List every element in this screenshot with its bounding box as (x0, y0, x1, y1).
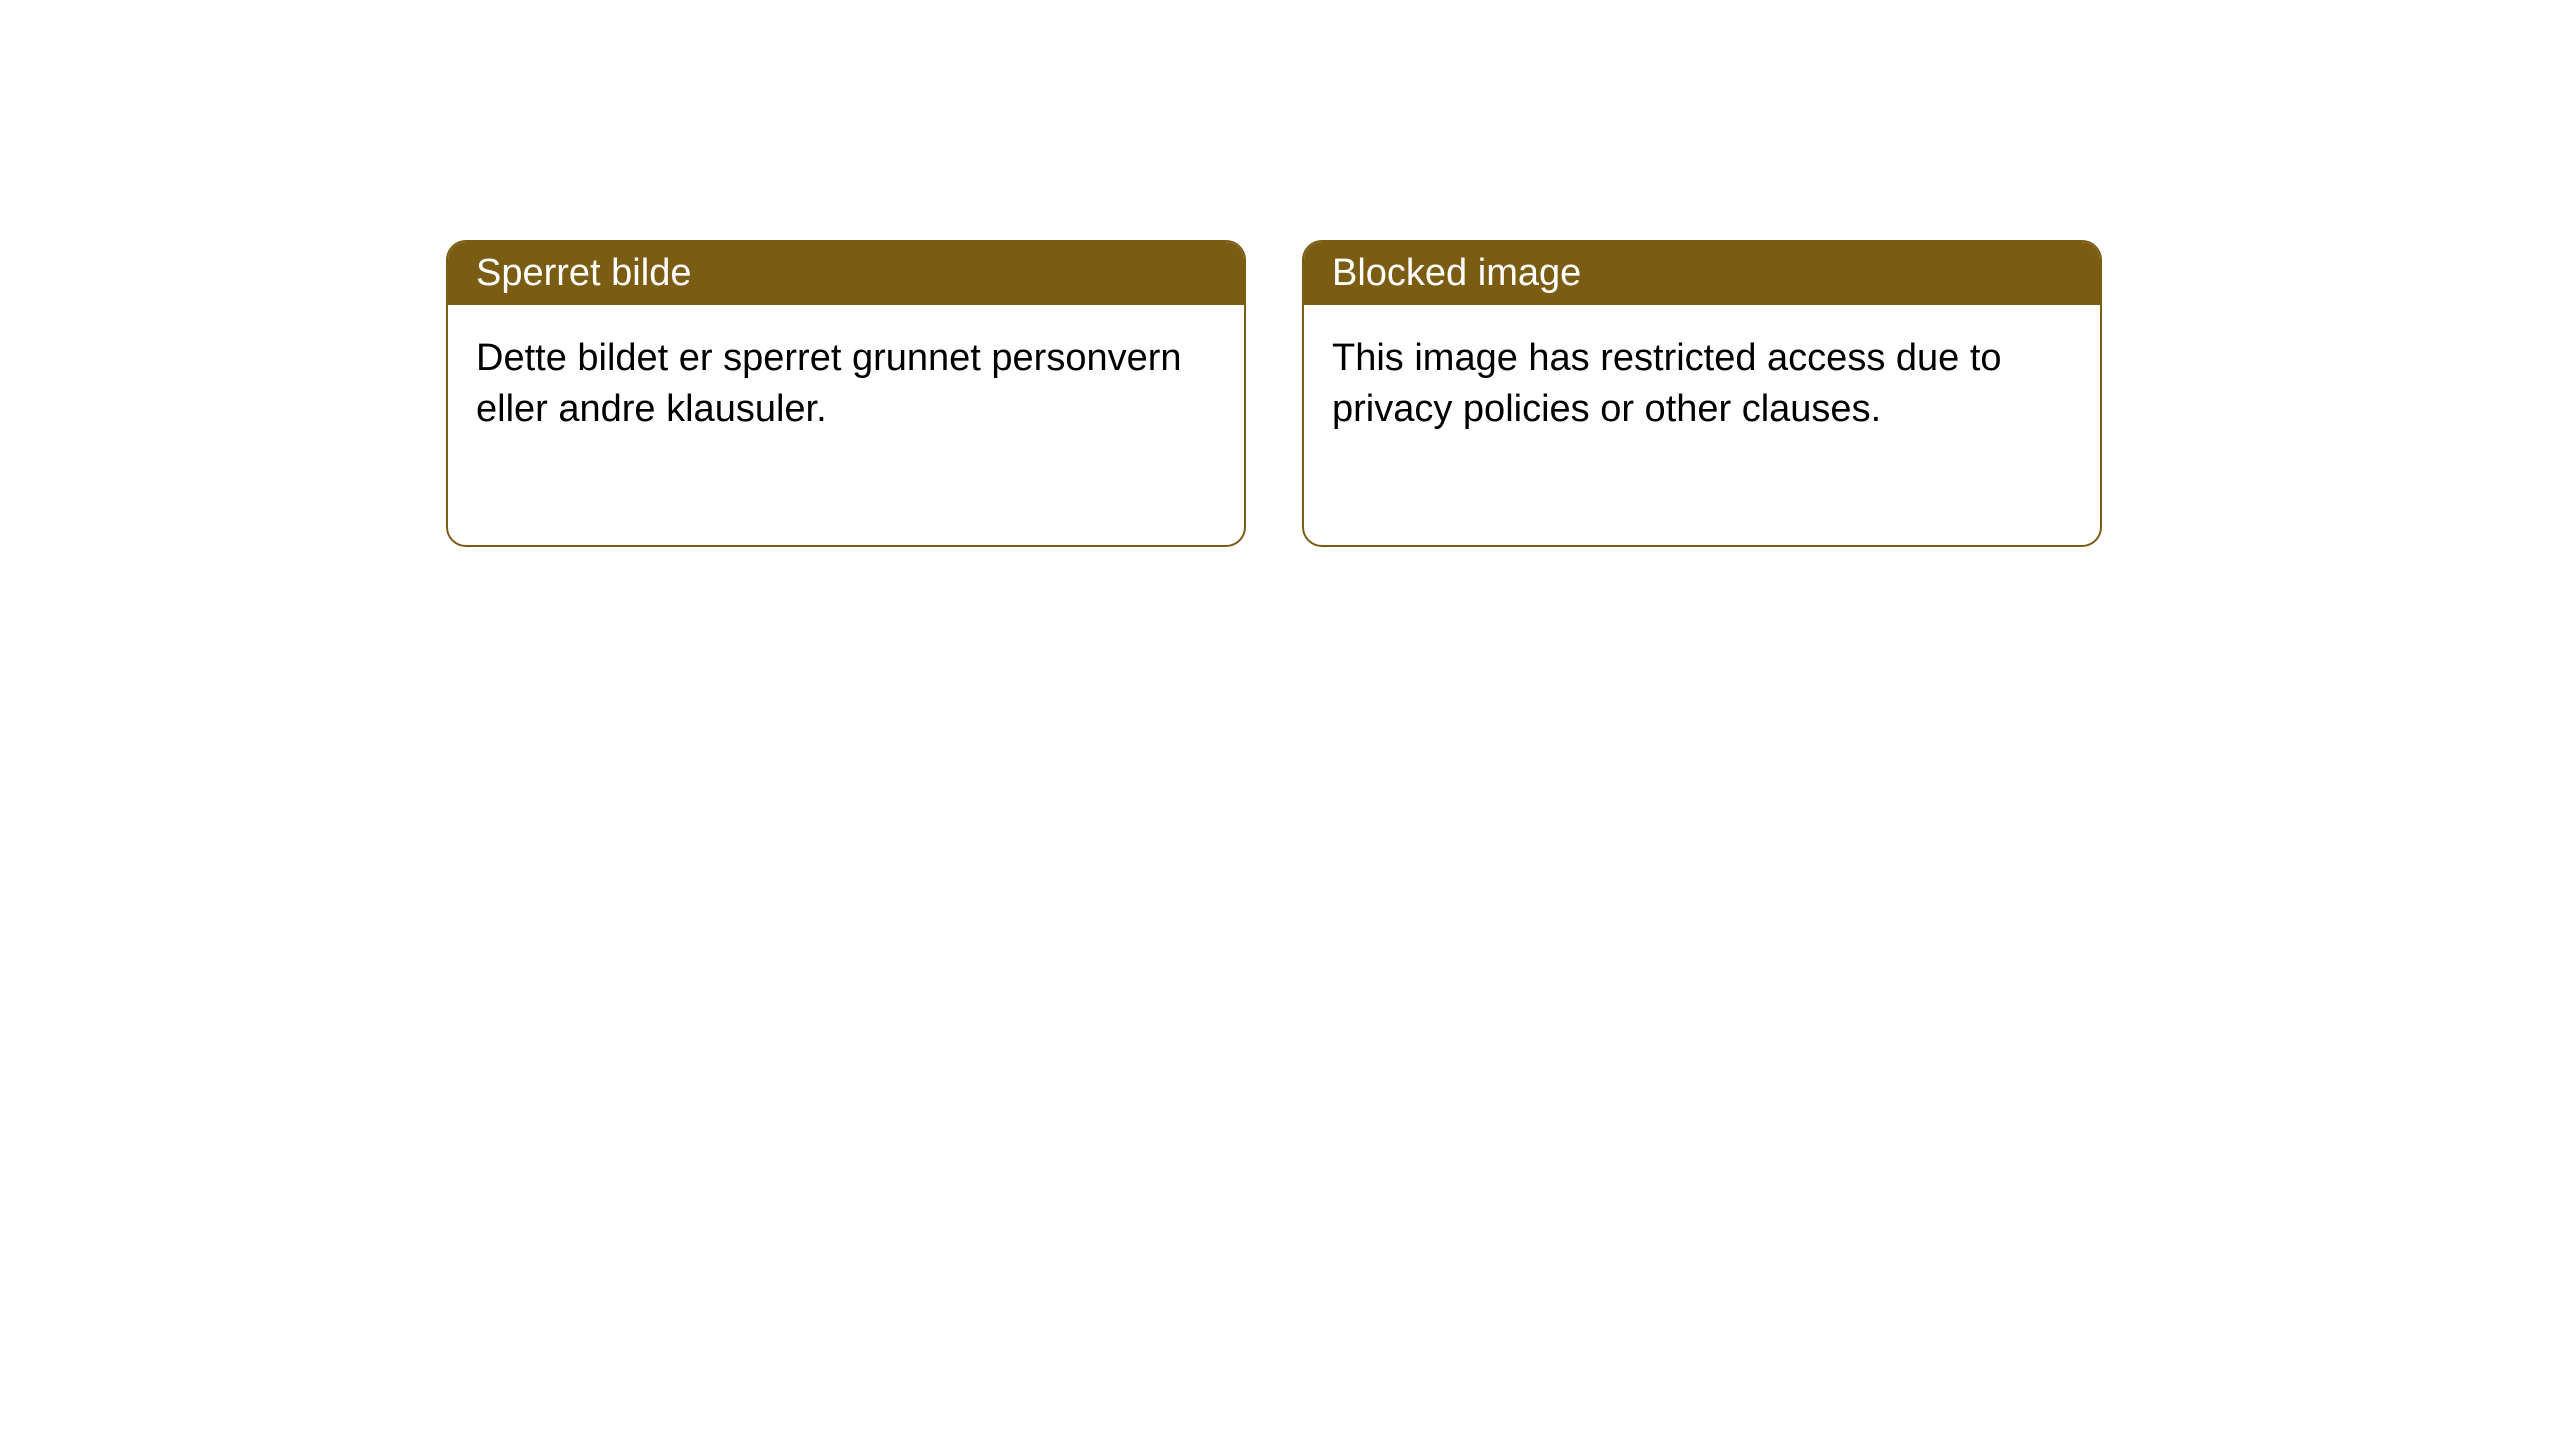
card-header-title: Blocked image (1304, 242, 2100, 305)
card-body-message: This image has restricted access due to … (1304, 305, 2100, 545)
notice-card-english: Blocked image This image has restricted … (1302, 240, 2102, 547)
notice-card-norwegian: Sperret bilde Dette bildet er sperret gr… (446, 240, 1246, 547)
notice-container: Sperret bilde Dette bildet er sperret gr… (0, 0, 2560, 547)
card-header-title: Sperret bilde (448, 242, 1244, 305)
card-body-message: Dette bildet er sperret grunnet personve… (448, 305, 1244, 545)
